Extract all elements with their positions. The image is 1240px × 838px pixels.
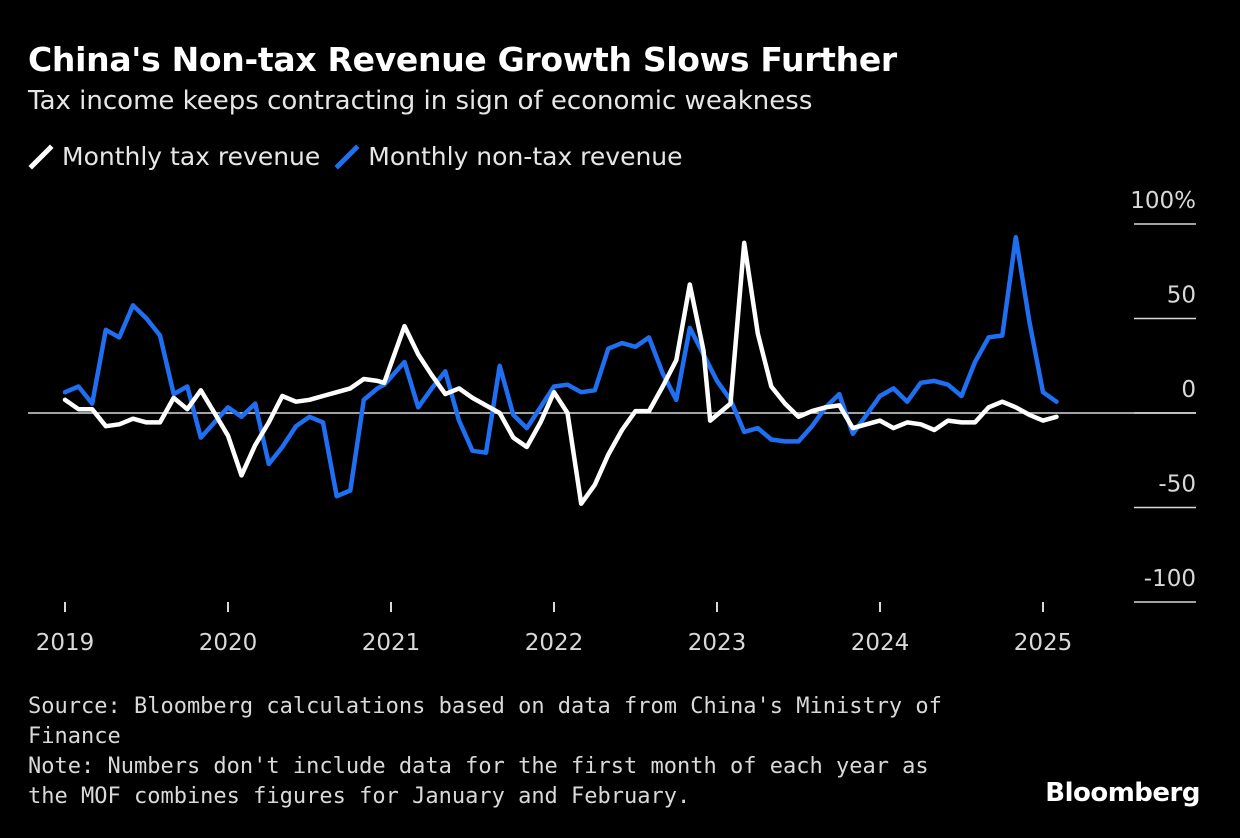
y-tick-label: 100% — [1130, 188, 1196, 214]
bloomberg-logo: Bloomberg — [1045, 778, 1200, 808]
footer-notes: Source: Bloomberg calculations based on … — [28, 692, 958, 812]
legend: Monthly tax revenue Monthly non-tax reve… — [28, 142, 697, 171]
legend-label-tax: Monthly tax revenue — [62, 142, 321, 171]
data-note: Note: Numbers don't include data for the… — [28, 754, 929, 809]
x-tick-label: 2020 — [199, 630, 258, 656]
legend-item-nontax: Monthly non-tax revenue — [334, 142, 683, 171]
x-tick-label: 2021 — [362, 630, 421, 656]
legend-label-nontax: Monthly non-tax revenue — [368, 142, 683, 171]
y-tick-label: -50 — [1158, 472, 1196, 498]
x-tick-label: 2022 — [525, 630, 584, 656]
chart-subtitle: Tax income keeps contracting in sign of … — [28, 86, 813, 116]
x-tick-label: 2024 — [851, 630, 910, 656]
legend-line-icon-nontax — [334, 143, 360, 170]
line-chart: 100% 50 0 -50 -100 2019 2020 2021 2022 2023 2024 20… — [28, 188, 1196, 656]
y-tick-label: 50 — [1167, 283, 1196, 309]
x-tick-label: 2019 — [36, 630, 95, 656]
chart-title: China's Non-tax Revenue Growth Slows Fur… — [28, 40, 897, 79]
y-tick-label: -100 — [1144, 566, 1196, 592]
y-tick-label: 0 — [1181, 377, 1196, 403]
legend-item-tax: Monthly tax revenue — [28, 142, 320, 171]
series-line-nontax-revenue — [62, 234, 1059, 499]
legend-line-icon-tax — [28, 143, 54, 170]
series-line-tax-revenue — [62, 240, 1059, 506]
x-tick-label: 2025 — [1014, 630, 1073, 656]
source-note: Source: Bloomberg calculations based on … — [28, 694, 942, 749]
x-tick-label: 2023 — [688, 630, 747, 656]
